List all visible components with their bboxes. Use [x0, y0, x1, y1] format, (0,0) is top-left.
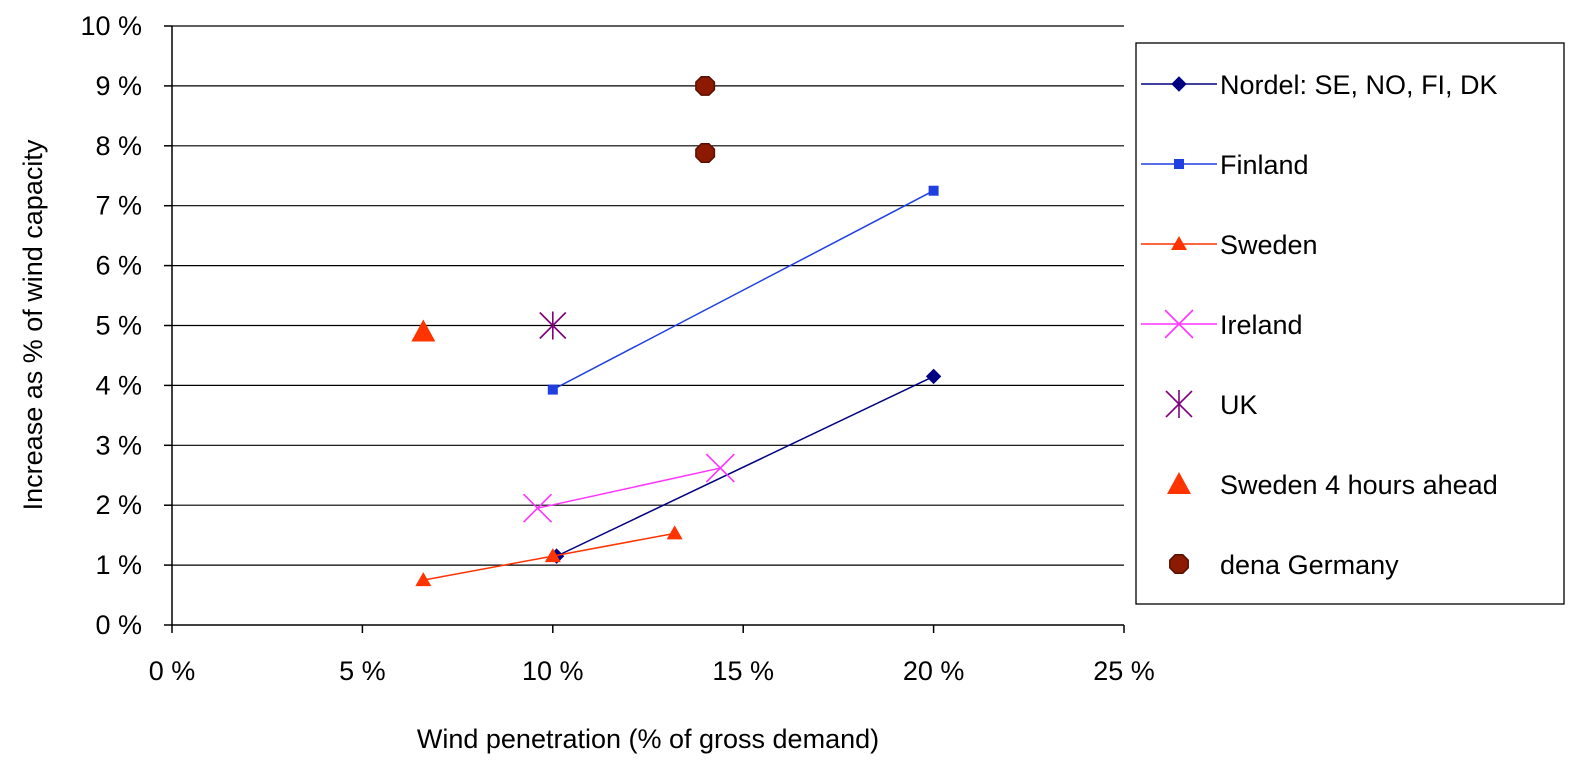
series-1	[547, 185, 939, 395]
square-marker	[547, 384, 558, 395]
legend-label: Nordel: SE, NO, FI, DK	[1220, 70, 1498, 100]
legend-marker	[1171, 76, 1187, 92]
y-tick-label: 4 %	[95, 370, 142, 400]
triangle-marker	[415, 572, 432, 587]
x-tick-label: 25 %	[1093, 656, 1155, 686]
legend-label: Sweden	[1220, 230, 1318, 260]
data-point	[925, 368, 942, 385]
x-tick-label: 15 %	[712, 656, 774, 686]
data-point	[705, 453, 735, 483]
legend-item: dena Germany	[1169, 550, 1399, 580]
data-point	[415, 572, 432, 587]
data-point	[666, 525, 683, 540]
y-tick-label: 2 %	[95, 490, 142, 520]
legend-label: UK	[1220, 390, 1258, 420]
triangle-marker	[666, 525, 683, 540]
legend-marker	[1171, 236, 1187, 250]
series-5	[411, 319, 436, 342]
y-tick-label: 10 %	[80, 11, 142, 41]
y-tick-label: 7 %	[95, 191, 142, 221]
legend-marker	[1167, 472, 1191, 494]
legend-label: Ireland	[1220, 310, 1303, 340]
x-marker-stroke	[523, 493, 553, 523]
x-tick-label: 10 %	[522, 656, 584, 686]
triangle-marker	[1171, 236, 1187, 250]
data-point	[695, 142, 716, 163]
y-axis-title: Increase as % of wind capacity	[18, 139, 48, 510]
triangle-marker	[544, 548, 561, 563]
y-tick-label: 8 %	[95, 131, 142, 161]
series-3	[523, 453, 735, 523]
y-tick-label: 1 %	[95, 550, 142, 580]
square-marker	[1174, 159, 1184, 169]
data-point	[411, 319, 436, 342]
diamond-marker	[925, 368, 942, 385]
octagon-marker	[1169, 554, 1189, 574]
data-point	[523, 493, 553, 523]
legend-item: Nordel: SE, NO, FI, DK	[1141, 70, 1498, 100]
legend-item: Finland	[1141, 150, 1309, 180]
series-2	[415, 525, 683, 587]
octagon-marker	[695, 75, 716, 96]
legend-item: Sweden 4 hours ahead	[1167, 470, 1498, 500]
series-line	[552, 190, 934, 391]
series-0	[548, 368, 942, 564]
data-point	[544, 548, 561, 563]
diamond-marker	[1171, 76, 1187, 92]
gridlines	[172, 25, 1124, 566]
legend-item: Sweden	[1141, 230, 1318, 260]
legend: Nordel: SE, NO, FI, DK Finland Sweden Irela…	[1135, 42, 1565, 605]
data-point	[695, 75, 716, 96]
y-tick-label: 5 %	[95, 311, 142, 341]
x-marker-stroke	[1164, 309, 1194, 339]
data-point	[928, 185, 939, 196]
legend-label: Sweden 4 hours ahead	[1220, 470, 1498, 500]
legend-label: Finland	[1220, 150, 1309, 180]
triangle-marker	[411, 319, 436, 342]
x-axis-title: Wind penetration (% of gross demand)	[417, 724, 879, 754]
x-tick-label: 20 %	[903, 656, 965, 686]
y-tick-label: 3 %	[95, 430, 142, 460]
series-line	[556, 375, 934, 557]
series-6	[695, 75, 716, 163]
series-4	[539, 311, 567, 340]
x-tick-label: 0 %	[149, 656, 196, 686]
legend-label: dena Germany	[1220, 550, 1399, 580]
triangle-marker	[1167, 472, 1191, 494]
axes: 0 % 1 % 2 % 3 % 4 % 5 % 6 % 7 % 8 % 9 % 10 % 0 % 5 %…	[80, 11, 1154, 686]
legend-marker	[1164, 309, 1194, 339]
square-marker	[928, 185, 939, 196]
octagon-marker	[695, 142, 716, 163]
y-tick-label: 9 %	[95, 71, 142, 101]
legend-marker	[1165, 390, 1193, 418]
data-point	[539, 311, 567, 340]
legend-marker	[1174, 159, 1184, 169]
y-tick-label: 0 %	[95, 610, 142, 640]
series-line	[537, 467, 721, 509]
legend-item: UK	[1165, 390, 1258, 420]
x-tick-label: 5 %	[339, 656, 386, 686]
legend-marker	[1169, 554, 1189, 574]
y-tick-label: 6 %	[95, 251, 142, 281]
data-series	[411, 75, 942, 587]
x-marker-stroke	[705, 453, 735, 483]
legend-item: Ireland	[1141, 309, 1303, 340]
data-point	[547, 384, 558, 395]
